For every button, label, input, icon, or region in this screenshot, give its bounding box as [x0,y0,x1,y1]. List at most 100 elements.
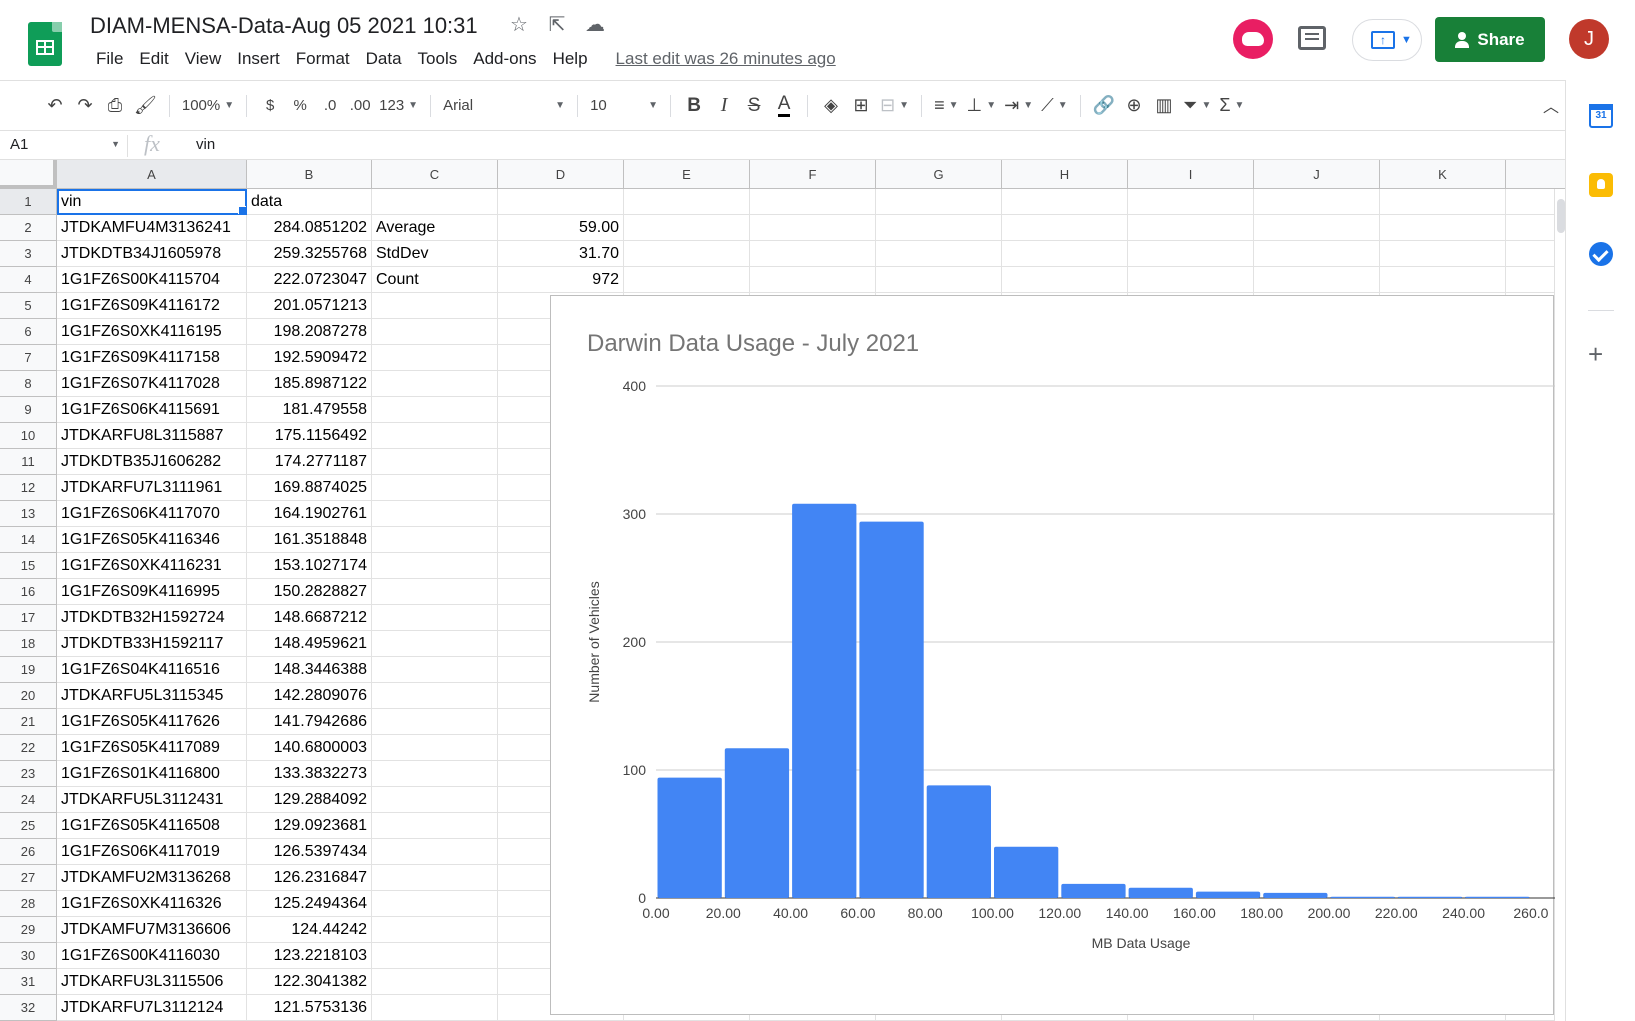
cell[interactable] [1002,215,1128,241]
cell[interactable] [372,579,498,605]
cell[interactable]: 1G1FZ6S0XK4116231 [57,553,247,579]
menu-view[interactable]: View [184,49,222,68]
cell[interactable] [876,241,1002,267]
cell[interactable]: 1G1FZ6S07K4117028 [57,371,247,397]
cell[interactable]: 142.2809076 [247,683,372,709]
cell[interactable]: 129.2884092 [247,787,372,813]
menu-file[interactable]: File [96,49,124,68]
row-header[interactable]: 26 [0,839,57,865]
column-header-e[interactable]: E [624,160,750,189]
cell[interactable]: 133.3832273 [247,761,372,787]
row-header[interactable]: 15 [0,553,57,579]
zoom-select[interactable]: 100% ▼ [178,91,238,121]
cell[interactable]: JTDKAMFU4M3136241 [57,215,247,241]
present-button[interactable]: ↑ ▼ [1352,19,1422,61]
cell[interactable]: 126.5397434 [247,839,372,865]
cell[interactable]: 31.70 [498,241,624,267]
cell[interactable]: 175.1156492 [247,423,372,449]
row-header[interactable]: 2 [0,215,57,241]
cell[interactable]: JTDKAMFU2M3136268 [57,865,247,891]
cell[interactable] [1254,267,1380,293]
cell[interactable] [372,761,498,787]
row-header[interactable]: 8 [0,371,57,397]
insert-link-icon[interactable]: 🔗 [1092,95,1116,115]
last-edit-link[interactable]: Last edit was 26 minutes ago [615,49,836,68]
cell[interactable] [1254,215,1380,241]
cell[interactable] [1128,267,1254,293]
cell[interactable]: 164.1902761 [247,501,372,527]
filter-icon[interactable]: ⏷ ▼ [1183,95,1212,115]
cell[interactable]: 181.479558 [247,397,372,423]
cell[interactable] [372,501,498,527]
row-header[interactable]: 6 [0,319,57,345]
cell[interactable]: 126.2316847 [247,865,372,891]
cell[interactable] [372,891,498,917]
cell[interactable]: JTDKARFU7L3111961 [57,475,247,501]
cell[interactable] [1380,241,1506,267]
cell[interactable] [498,189,624,215]
column-header-g[interactable]: G [876,160,1002,189]
cell[interactable] [372,319,498,345]
cell[interactable] [372,449,498,475]
cell[interactable] [1128,215,1254,241]
cell[interactable] [372,943,498,969]
insert-chart-icon[interactable]: ▥ [1155,95,1173,115]
cell[interactable]: JTDKDTB35J1606282 [57,449,247,475]
vertical-align-icon[interactable]: ⊥ ▼ [966,95,997,115]
cell[interactable] [372,189,498,215]
row-header[interactable]: 23 [0,761,57,787]
cell[interactable] [750,241,876,267]
cell[interactable]: 1G1FZ6S05K4117626 [57,709,247,735]
cell[interactable]: 140.6800003 [247,735,372,761]
cell[interactable] [372,423,498,449]
tasks-icon[interactable] [1589,242,1613,266]
cell[interactable]: 1G1FZ6S09K4116995 [57,579,247,605]
cell[interactable]: 148.3446388 [247,657,372,683]
cell[interactable]: 1G1FZ6S00K4115704 [57,267,247,293]
row-header[interactable]: 9 [0,397,57,423]
cell[interactable] [624,241,750,267]
cell[interactable] [372,865,498,891]
cell[interactable]: JTDKDTB32H1592724 [57,605,247,631]
cell[interactable] [1128,189,1254,215]
row-header[interactable]: 31 [0,969,57,995]
cell[interactable]: 1G1FZ6S04K4116516 [57,657,247,683]
cell[interactable] [876,189,1002,215]
row-header[interactable]: 1 [0,189,57,215]
row-header[interactable]: 3 [0,241,57,267]
row-header[interactable]: 5 [0,293,57,319]
text-wrapping-icon[interactable]: ⇥ ▼ [1004,95,1034,115]
cell[interactable]: 148.4959621 [247,631,372,657]
cell[interactable] [624,267,750,293]
cell[interactable] [372,345,498,371]
cell[interactable] [372,969,498,995]
horizontal-align-icon[interactable]: ≡ ▼ [934,95,959,115]
cell[interactable]: 284.0851202 [247,215,372,241]
row-header[interactable]: 19 [0,657,57,683]
cell[interactable]: 141.7942686 [247,709,372,735]
cell[interactable] [372,813,498,839]
column-header-d[interactable]: D [498,160,624,189]
text-rotation-icon[interactable]: ⟋ ▼ [1041,95,1068,115]
cell[interactable]: 1G1FZ6S01K4116800 [57,761,247,787]
currency-format-button[interactable]: $ [265,97,275,114]
menu-insert[interactable]: Insert [237,49,280,68]
user-avatar[interactable]: J [1569,19,1609,59]
cell[interactable] [372,735,498,761]
cell[interactable]: 121.5753136 [247,995,372,1021]
italic-button[interactable]: I [720,94,728,116]
menu-edit[interactable]: Edit [139,49,169,68]
cell[interactable] [876,267,1002,293]
column-header-c[interactable]: C [372,160,498,189]
cell[interactable] [372,397,498,423]
cell[interactable] [1506,267,1565,293]
row-header[interactable]: 22 [0,735,57,761]
insert-comment-icon[interactable]: ⊕ [1126,95,1142,115]
cell[interactable] [1002,267,1128,293]
increase-decimal-button[interactable]: .00 [349,97,371,114]
row-header[interactable]: 25 [0,813,57,839]
anonymous-animal-avatar[interactable] [1233,19,1273,59]
menu-format[interactable]: Format [295,49,350,68]
paint-format-icon[interactable]: 🖌 [134,95,157,115]
cell[interactable] [1254,241,1380,267]
